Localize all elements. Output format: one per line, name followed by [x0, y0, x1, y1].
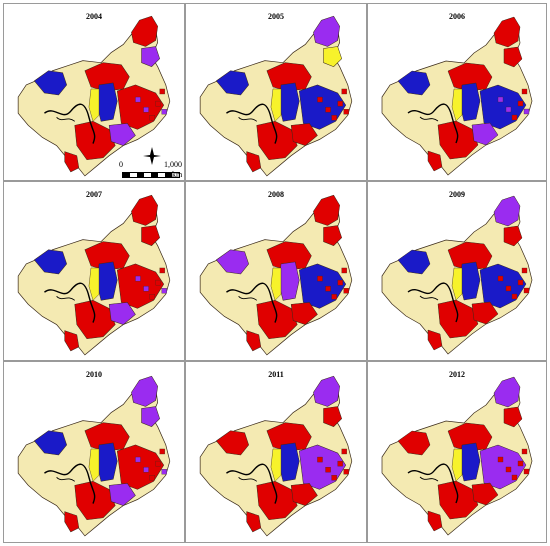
map-panel-2005: 2005	[185, 3, 367, 181]
choropleth-map	[199, 375, 353, 537]
choropleth-map	[17, 375, 171, 537]
year-label: 2012	[449, 370, 465, 379]
choropleth-map	[199, 194, 353, 356]
choropleth-map	[381, 195, 533, 355]
map-panel-2007: 2007	[3, 181, 185, 361]
map-panel-2011: 2011	[185, 361, 367, 543]
choropleth-map	[381, 16, 533, 176]
map-panel-2004: 2004 0 1,000 km	[3, 3, 185, 181]
map-panel-2009: 2009	[367, 181, 547, 361]
choropleth-map	[199, 15, 353, 177]
year-label: 2009	[449, 190, 465, 199]
year-label: 2008	[268, 190, 284, 199]
map-panel-2012: 2012	[367, 361, 547, 543]
scale-max-label: 1,000	[164, 160, 182, 169]
map-panel-2006: 2006	[367, 3, 547, 181]
north-arrow-icon	[143, 147, 161, 165]
choropleth-map	[381, 376, 533, 536]
year-label: 2004	[86, 12, 102, 21]
year-label: 2006	[449, 12, 465, 21]
choropleth-map	[17, 194, 171, 356]
scale-bar	[122, 172, 180, 178]
year-label: 2005	[268, 12, 284, 21]
scale-zero-label: 0	[119, 160, 123, 169]
scale-unit-label: km	[172, 170, 183, 179]
map-panel-2010: 2010	[3, 361, 185, 543]
year-label: 2007	[86, 190, 102, 199]
map-panel-2008: 2008	[185, 181, 367, 361]
year-label: 2010	[86, 370, 102, 379]
year-label: 2011	[268, 370, 284, 379]
choropleth-map	[17, 15, 171, 177]
